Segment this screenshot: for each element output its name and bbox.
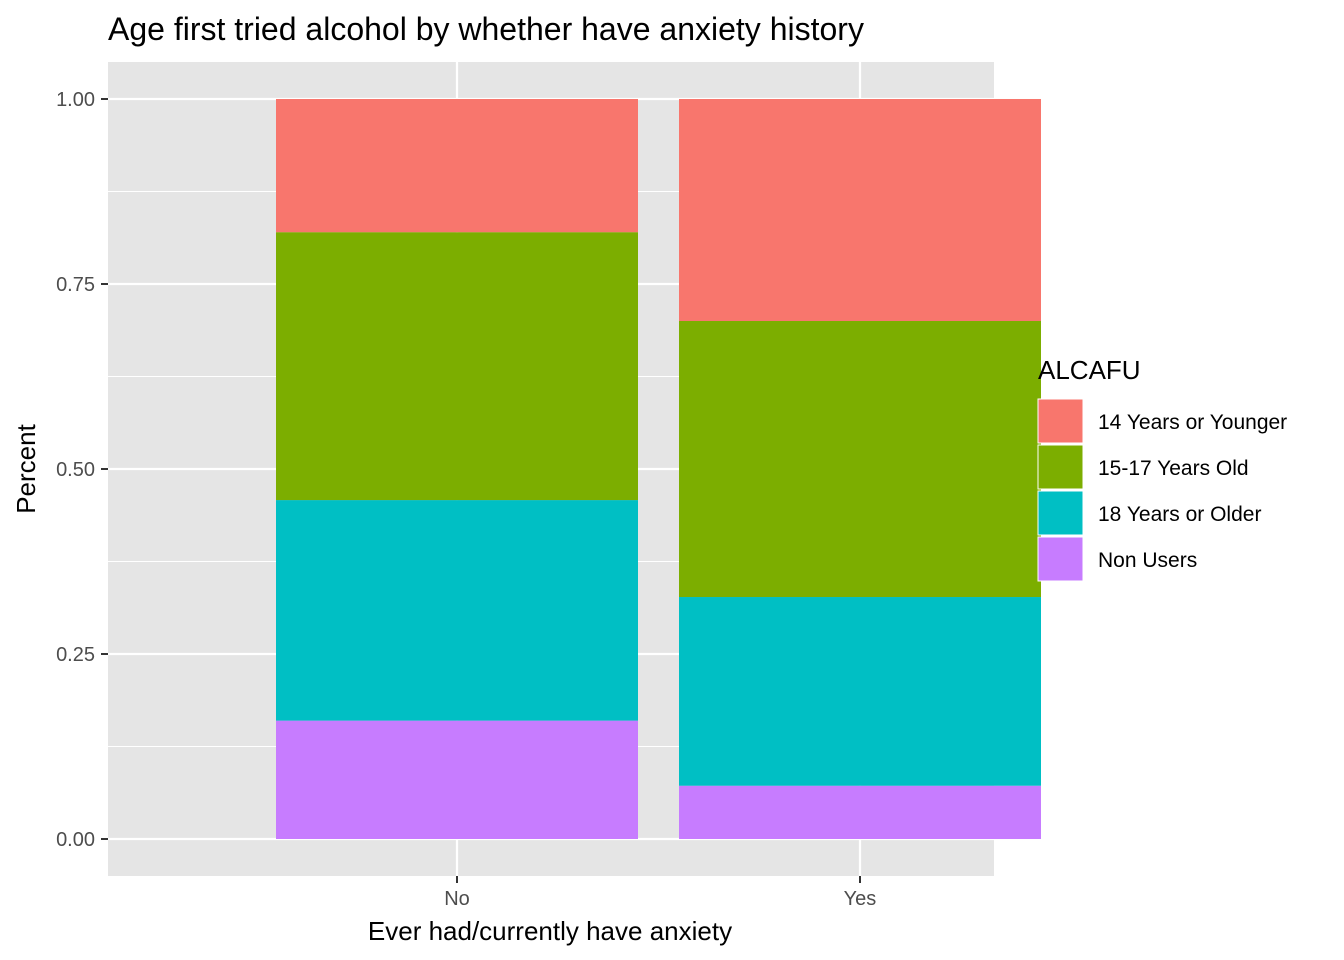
bar-segment-no-non-users bbox=[276, 720, 638, 839]
x-tick-label: Yes bbox=[844, 888, 877, 910]
legend-title: ALCAFU bbox=[1038, 355, 1141, 385]
bar-segment-yes-non-users bbox=[679, 785, 1041, 839]
bar-segment-yes-15-17-years-old bbox=[679, 321, 1041, 598]
y-tick-label: 0.00 bbox=[56, 829, 95, 851]
y-tick-label: 0.25 bbox=[56, 644, 95, 666]
y-tick-label: 0.75 bbox=[56, 274, 95, 296]
x-axis: No Yes bbox=[444, 876, 876, 910]
bar-segment-no-18-years-or-older bbox=[276, 500, 638, 721]
y-axis-title: Percent bbox=[11, 423, 41, 513]
legend-key bbox=[1037, 398, 1084, 444]
legend-key bbox=[1037, 536, 1084, 582]
y-tick-label: 0.50 bbox=[56, 459, 95, 481]
legend: ALCAFU 14 Years or Younger 15-17 Years Ol… bbox=[1037, 355, 1287, 582]
bar-segment-yes-18-years-or-older bbox=[679, 597, 1041, 786]
legend-label: 18 Years or Older bbox=[1098, 503, 1261, 526]
bar-segment-no-14-years-or-younger bbox=[276, 99, 638, 233]
legend-label: 14 Years or Younger bbox=[1098, 411, 1287, 434]
chart-title: Age first tried alcohol by whether have … bbox=[108, 11, 864, 47]
y-tick-label: 1.00 bbox=[56, 89, 95, 111]
bar-segment-yes-14-years-or-younger bbox=[679, 99, 1041, 321]
legend-label: 15-17 Years Old bbox=[1098, 457, 1249, 480]
x-axis-title: Ever had/currently have anxiety bbox=[368, 916, 732, 946]
legend-key bbox=[1037, 444, 1084, 490]
legend-key bbox=[1037, 490, 1084, 536]
x-tick-label: No bbox=[444, 888, 470, 910]
bars bbox=[276, 99, 1041, 839]
y-axis: 0.00 0.25 0.50 0.75 1.00 bbox=[56, 89, 108, 851]
bar-segment-no-15-17-years-old bbox=[276, 232, 638, 501]
legend-label: Non Users bbox=[1098, 549, 1197, 572]
